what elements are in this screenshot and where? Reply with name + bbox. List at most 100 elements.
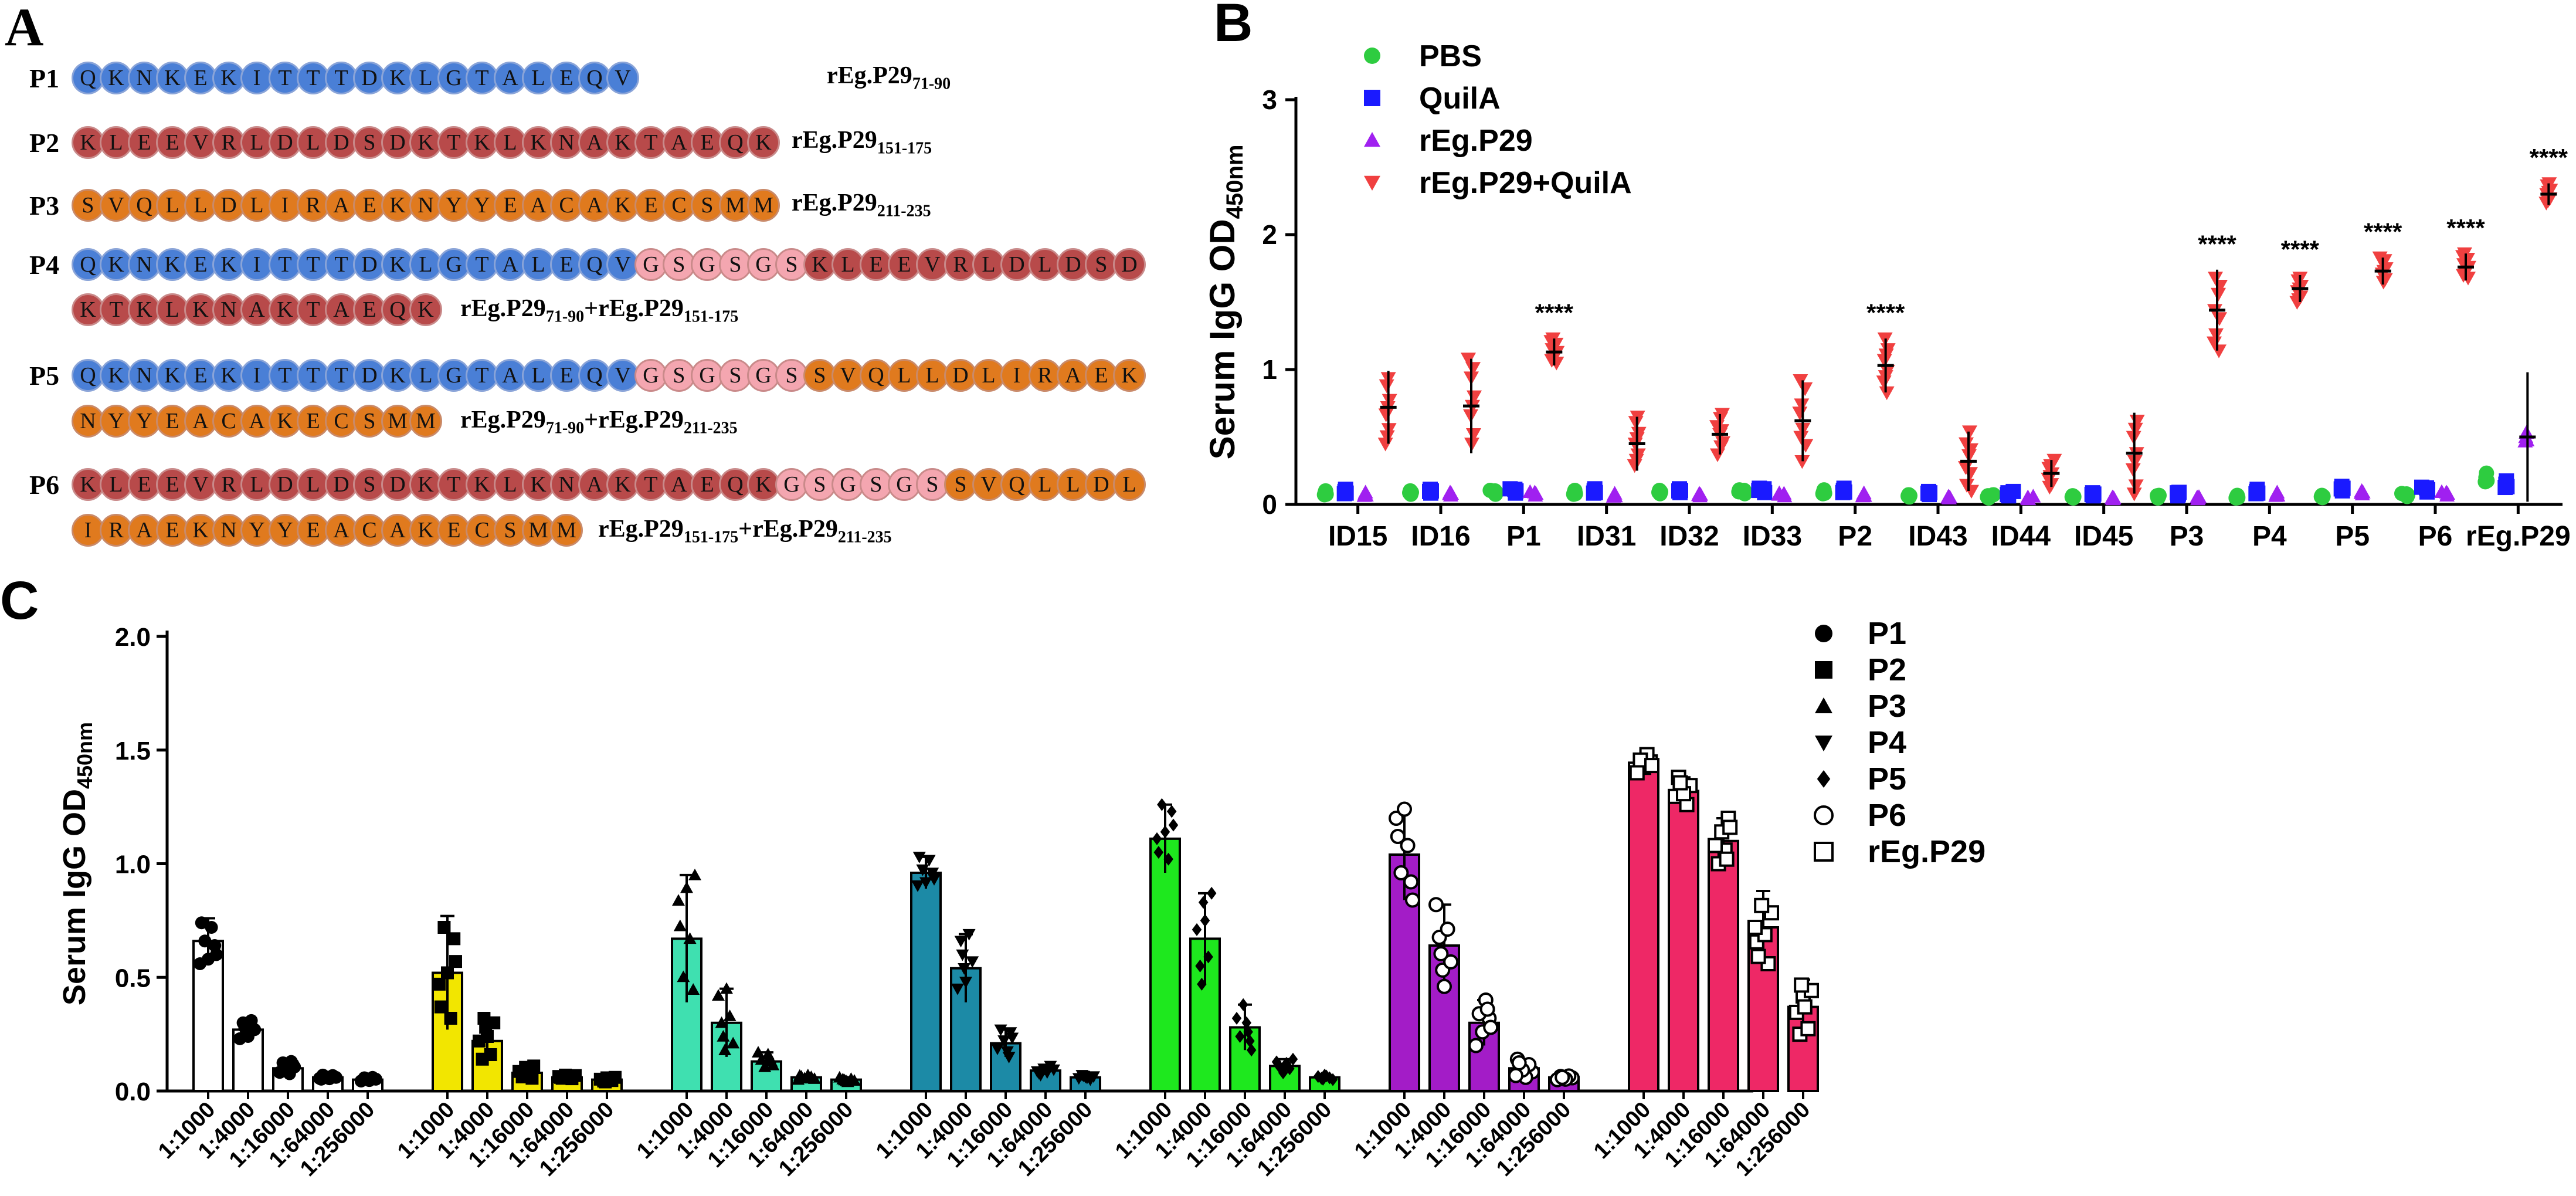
bar-p6	[1508, 1067, 1540, 1092]
data-point-p6	[1556, 1070, 1572, 1086]
data-point-reg-p29-quila	[1378, 408, 1394, 422]
residue-bead: E	[184, 359, 217, 392]
data-point-reg-p29-quila	[1549, 357, 1564, 371]
data-point-reg-p29-quila	[1958, 461, 1973, 475]
data-point-p6	[1511, 1055, 1527, 1070]
residue-bead: G	[691, 248, 724, 281]
residue-bead: Y	[100, 405, 133, 438]
residue-bead: D	[353, 359, 386, 392]
data-point-reg-p29-quila	[2041, 462, 2057, 476]
data-point-reg-p29	[1710, 856, 1726, 872]
data-point-p2	[484, 1048, 497, 1061]
residue-bead: E	[494, 189, 527, 222]
data-point-reg-p29-quila	[2538, 196, 2554, 211]
residue-bead: V	[606, 62, 639, 94]
data-point-pbs	[1566, 486, 1581, 502]
data-point-p5	[1325, 1071, 1335, 1085]
data-point-quila	[2000, 487, 2015, 503]
data-point-reg-p29	[1719, 851, 1735, 867]
residue-bead: K	[212, 62, 245, 94]
data-point-reg-p29-quila	[1713, 412, 1728, 426]
data-point-pbs	[1403, 483, 1418, 499]
data-point-reg-p29	[2269, 485, 2285, 499]
data-point-pbs	[1651, 485, 1667, 500]
residue-bead: L	[297, 126, 330, 159]
residue-bead: K	[381, 189, 414, 222]
data-point-p2	[447, 932, 461, 946]
data-point-p5	[1163, 852, 1173, 866]
bar-reg-p29	[1628, 763, 1659, 1092]
data-point-reg-p29	[1671, 770, 1686, 785]
data-point-quila	[1671, 483, 1686, 499]
residue-bead: L	[409, 248, 442, 281]
data-point-reg-p29-quila	[1382, 394, 1397, 408]
data-point-p6	[1518, 1069, 1533, 1085]
peptide-description: rEg.P29211-235	[792, 189, 931, 221]
data-point-pbs	[1653, 484, 1668, 500]
data-point-reg-p29	[1442, 486, 1457, 500]
data-point-reg-p29	[2518, 429, 2534, 443]
data-point-p2	[565, 1072, 579, 1086]
data-point-reg-p29	[2519, 432, 2535, 446]
data-point-reg-p29-quila	[2211, 344, 2227, 358]
data-point-quila	[1424, 483, 1439, 499]
residue-bead: K	[466, 468, 498, 501]
residue-bead: I	[1000, 359, 1033, 392]
data-point-p4	[1002, 1052, 1016, 1063]
data-point-reg-p29-quila	[1877, 332, 1893, 347]
data-point-p6	[1471, 1006, 1487, 1022]
data-point-reg-p29	[1633, 752, 1648, 768]
data-point-reg-p29-quila	[1794, 455, 1810, 469]
data-point-quila	[1672, 485, 1688, 500]
residue-bead: S	[353, 468, 386, 501]
data-point-reg-p29-quila	[2126, 487, 2142, 502]
x-tick-label: ID45	[2074, 521, 2133, 552]
data-point-reg-p29-quila	[2456, 258, 2472, 272]
data-point-p1	[330, 1070, 342, 1084]
data-point-reg-p29-quila	[2292, 282, 2307, 296]
legend-marker-reg-p29-quila	[1364, 175, 1380, 191]
data-point-quila	[1586, 483, 1602, 499]
residue-bead: C	[466, 514, 498, 547]
data-point-p3	[672, 894, 685, 906]
bar-p2	[551, 1076, 583, 1092]
x-tick-label: P5	[2335, 521, 2370, 552]
residue-bead: T	[466, 248, 498, 281]
residue-bead: E	[1085, 359, 1118, 392]
x-tick-label: ID15	[1328, 521, 1387, 552]
data-point-p2	[515, 1070, 529, 1083]
residue-bead: V	[831, 359, 864, 392]
residue-bead: S	[803, 468, 836, 501]
data-point-reg-p29	[2354, 486, 2370, 501]
data-point-reg-p29-quila	[1714, 424, 1729, 438]
data-point-reg-p29	[2190, 491, 2205, 506]
data-point-p6	[1403, 874, 1419, 890]
bar-p6	[1428, 944, 1460, 1092]
data-point-reg-p29	[1644, 758, 1659, 774]
residue-bead: D	[944, 359, 977, 392]
data-point-p1	[210, 948, 223, 961]
bar-p5	[1229, 1026, 1261, 1092]
peptide-description: rEg.P2971-90+rEg.P29211-235	[460, 406, 738, 438]
bar-p5	[1149, 837, 1181, 1092]
data-point-reg-p29	[2439, 485, 2454, 499]
data-point-pbs	[1567, 486, 1583, 502]
residue-bead: D	[1000, 248, 1033, 281]
data-point-quila	[2498, 476, 2514, 492]
data-point-reg-p29	[1682, 778, 1698, 794]
data-point-p2	[569, 1069, 582, 1082]
data-point-p1	[276, 1056, 290, 1069]
data-point-reg-p29-quila	[1792, 406, 1808, 421]
data-point-p3	[718, 1043, 732, 1056]
x-tick-label: 1:16000	[1660, 1097, 1735, 1173]
data-point-p5	[1313, 1070, 1323, 1083]
residue-bead: G	[888, 468, 921, 501]
bar-p1	[312, 1076, 344, 1092]
residue-bead: Q	[72, 62, 104, 94]
data-point-p4	[926, 868, 939, 879]
data-point-p5	[1157, 798, 1167, 811]
data-point-p4	[1084, 1074, 1097, 1086]
data-point-p5	[1321, 1069, 1332, 1083]
